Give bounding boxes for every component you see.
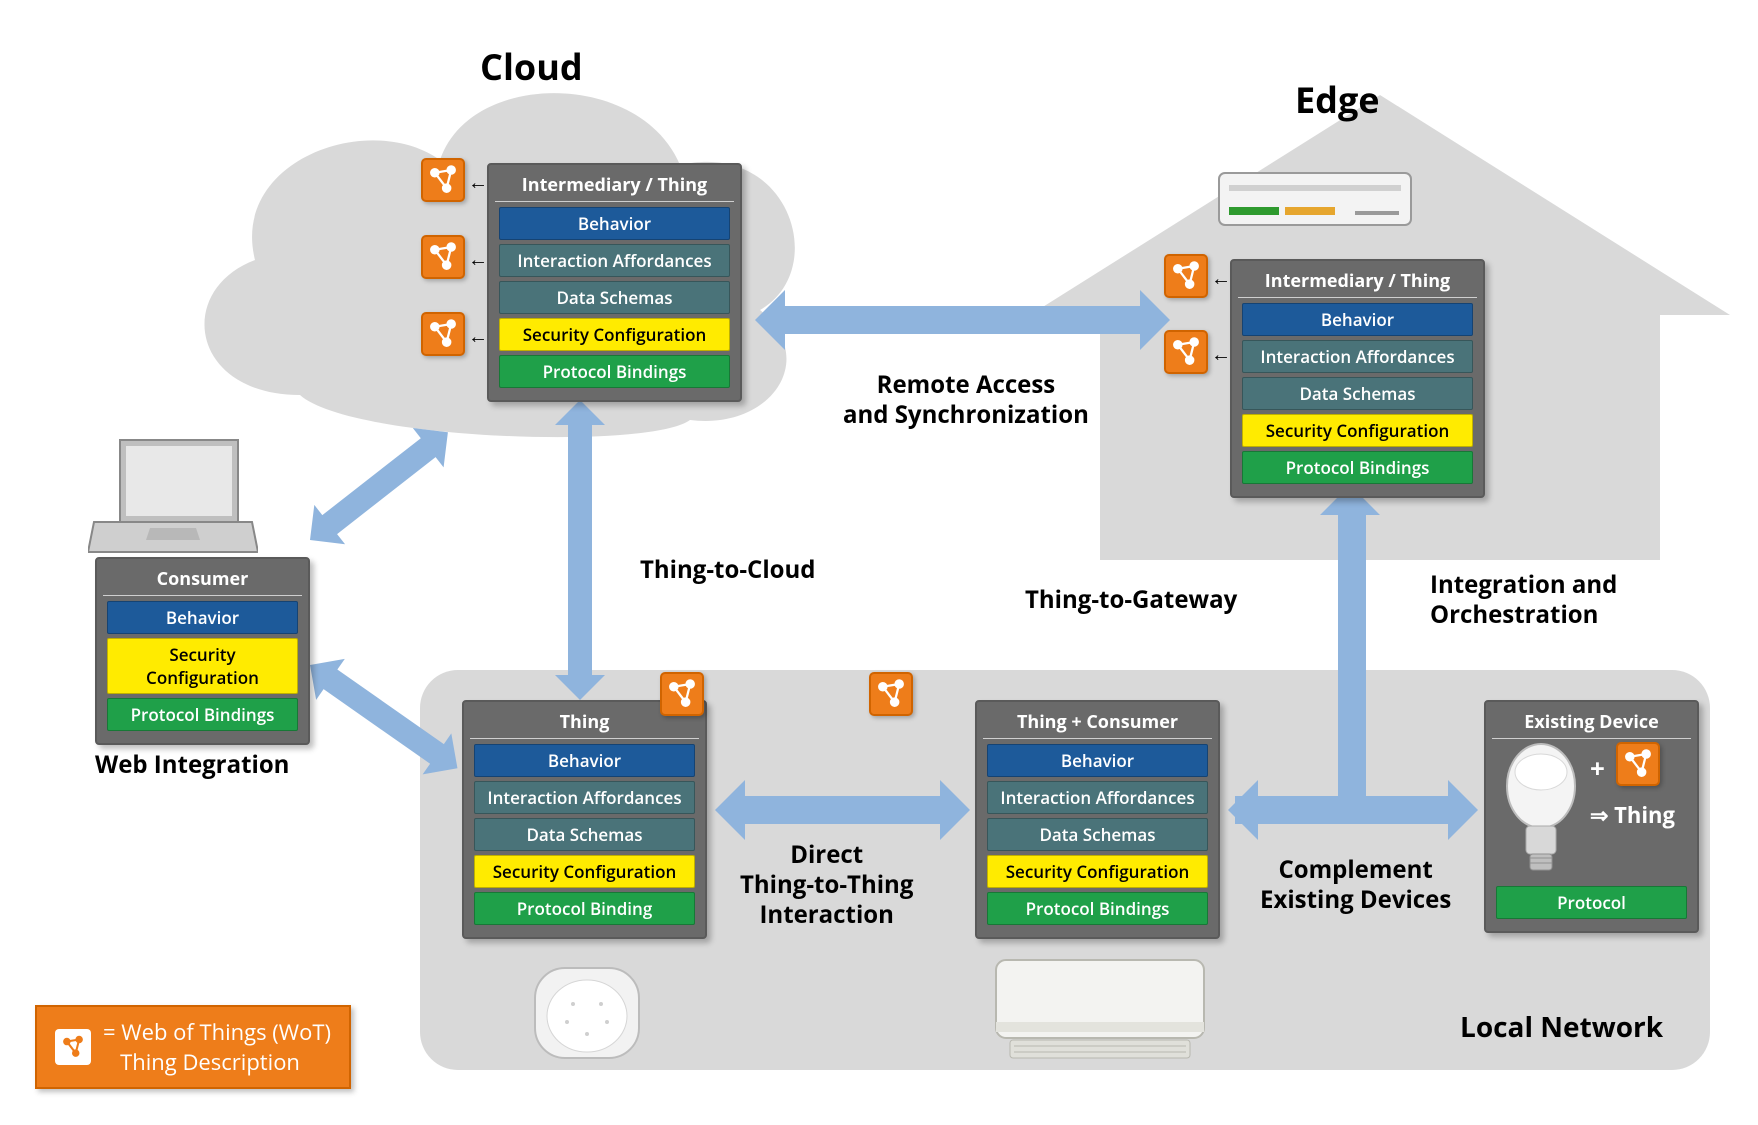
arrow-icon: ← [468,168,488,195]
chip-affordance: Interaction Affordances [987,781,1208,814]
wot-icon [1616,742,1660,786]
legend-box: = Web of Things (WoT) Thing Description [35,1005,351,1089]
arrow-icon: ← [1211,264,1231,291]
cloud-intermediary-title: Intermediary / Thing [495,171,734,202]
label-integration: Integration and Orchestration [1430,570,1617,630]
chip-behavior: Behavior [1242,303,1473,336]
chip-schema: Data Schemas [499,281,730,314]
wot-icon [1164,330,1208,374]
chip-protocol: Protocol Bindings [1242,451,1473,484]
wot-icon [660,672,704,716]
chip-behavior: Behavior [499,207,730,240]
label-remote-access: Remote Access and Synchronization [843,370,1089,430]
implies-thing-label: ⇒ Thing [1590,800,1675,830]
wot-icon [1164,254,1208,298]
consumer-title: Consumer [103,565,302,596]
chip-protocol: Protocol Bindings [107,698,298,731]
chip-behavior: Behavior [987,744,1208,777]
arrow-icon: ← [468,322,488,349]
label-thing-to-thing: Direct Thing-to-Thing Interaction [740,840,913,930]
existing-device-box: Existing Device + ⇒ Thing Protocol [1484,700,1699,933]
cloud-intermediary-box: Intermediary / Thing Behavior Interactio… [487,163,742,402]
cloud-label: Cloud [480,42,583,91]
edge-intermediary-box: Intermediary / Thing Behavior Interactio… [1230,259,1485,498]
wot-icon [421,235,465,279]
thing-box: Thing Behavior Interaction Affordances D… [462,700,707,939]
wot-icon [421,312,465,356]
plus-label: + [1590,750,1605,786]
existing-device-title: Existing Device [1492,708,1691,739]
laptop-icon [88,430,258,560]
arrow-icon: ← [1211,340,1231,367]
chip-affordance: Interaction Affordances [499,244,730,277]
thing-consumer-title: Thing + Consumer [983,708,1212,739]
chip-security: Security Configuration [474,855,695,888]
bulb-icon [1502,740,1580,880]
chip-affordance: Interaction Affordances [474,781,695,814]
chip-protocol: Protocol Bindings [987,892,1208,925]
wot-icon [421,158,465,202]
chip-schema: Data Schemas [987,818,1208,851]
wot-icon [869,672,913,716]
chip-security: Security Configuration [107,638,298,694]
arrow-icon: ← [468,245,488,272]
wot-icon [55,1029,91,1065]
chip-affordance: Interaction Affordances [1242,340,1473,373]
chip-schema: Data Schemas [1242,377,1473,410]
chip-protocol: Protocol Bindings [499,355,730,388]
thing-consumer-box: Thing + Consumer Behavior Interaction Af… [975,700,1220,939]
chip-security: Security Configuration [1242,414,1473,447]
sensor-icon [527,950,647,1070]
edge-intermediary-title: Intermediary / Thing [1238,267,1477,298]
consumer-box: Consumer Behavior Security Configuration… [95,557,310,745]
edge-device-icon [1215,155,1415,245]
edge-label: Edge [1295,75,1380,124]
label-thing-to-gateway: Thing-to-Gateway [1025,585,1237,615]
chip-behavior: Behavior [474,744,695,777]
chip-security: Security Configuration [987,855,1208,888]
local-network-label: Local Network [1460,1010,1663,1045]
legend-text: = Web of Things (WoT) Thing Description [103,1017,331,1077]
chip-behavior: Behavior [107,601,298,634]
chip-security: Security Configuration [499,318,730,351]
chip-protocol: Protocol [1496,886,1687,919]
chip-schema: Data Schemas [474,818,695,851]
label-complement: Complement Existing Devices [1260,855,1451,915]
ac-unit-icon [990,950,1210,1070]
chip-protocol: Protocol Binding [474,892,695,925]
label-thing-to-cloud: Thing-to-Cloud [640,555,816,585]
